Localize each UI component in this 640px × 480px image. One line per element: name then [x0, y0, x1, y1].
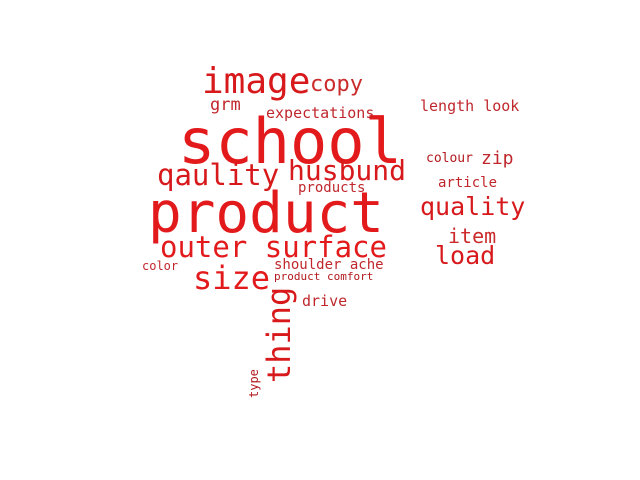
word-load: load [435, 241, 496, 270]
word-product: product [148, 181, 385, 246]
word-husbund: husbund [288, 154, 407, 187]
word-color: color [142, 259, 179, 273]
word-grm: grm [210, 95, 241, 115]
word-colour: colour [426, 151, 473, 166]
word-image: image [202, 61, 311, 102]
word-item: item [448, 224, 497, 248]
word-copy: copy [310, 72, 363, 97]
word-product-comfort: product comfort [274, 270, 374, 283]
word-quality: quality [420, 192, 526, 221]
word-size: size [193, 259, 271, 297]
word-school: school [178, 105, 402, 178]
word-type: type [247, 369, 261, 398]
word-outer-surface: outer surface [160, 230, 387, 264]
word-article: article [438, 175, 498, 191]
word-length-look: length look [420, 97, 520, 115]
word-thing: thing [260, 286, 298, 383]
word-products: products [298, 180, 366, 196]
word-zip: zip [481, 148, 514, 169]
word-qaulity: qaulity [157, 158, 280, 192]
word-drive: drive [302, 292, 348, 310]
word-expectations: expectations [266, 104, 375, 122]
word-shoulder-ache: shoulder ache [274, 257, 384, 273]
